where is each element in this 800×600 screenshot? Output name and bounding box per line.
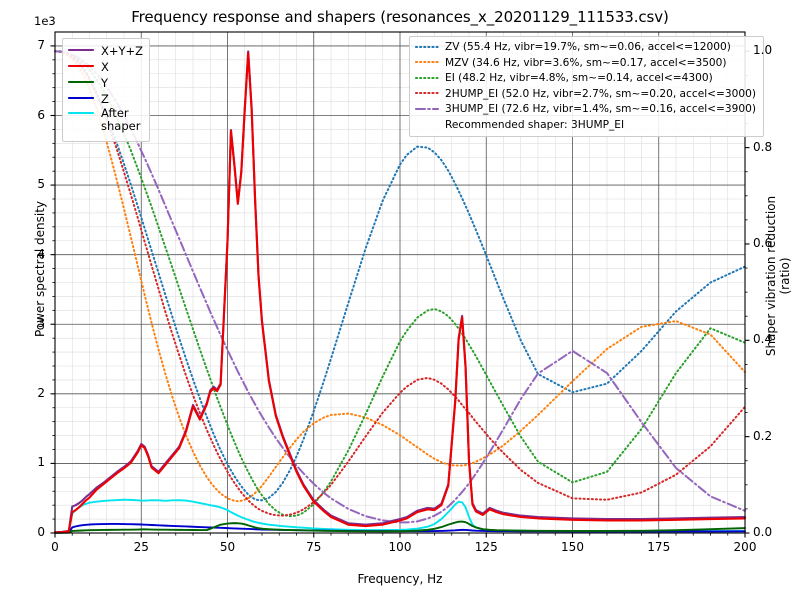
- xtick-label: 150: [561, 540, 584, 554]
- legend-item-label: X: [101, 59, 109, 74]
- xtick-label: 100: [388, 540, 412, 554]
- ytick-label-left: 5: [37, 177, 45, 192]
- legend-item-label: 2HUMP_EI (52.0 Hz, vibr=2.7%, sm~=0.20, …: [445, 87, 756, 100]
- legend-line-swatch: [68, 44, 94, 58]
- legend-item-after-shaper[interactable]: After shaper: [68, 107, 143, 137]
- ytick-label-right: 0.8: [753, 139, 773, 154]
- series-line-x: [53, 51, 747, 534]
- ytick-label-right: 0.6: [753, 235, 773, 250]
- ytick-label-left: 2: [37, 385, 45, 400]
- legend-item-x[interactable]: X: [68, 59, 143, 75]
- ytick-label-left: 4: [37, 246, 45, 261]
- legend-line-swatch: [415, 103, 439, 117]
- series-line-y: [54, 520, 746, 534]
- xtick-label: 0: [51, 540, 59, 554]
- ytick-label-left: 3: [37, 316, 45, 331]
- legend-shapers: ZV (55.4 Hz, vibr=19.7%, sm~=0.06, accel…: [409, 36, 764, 137]
- legend-item-x-y-z[interactable]: X+Y+Z: [68, 43, 143, 59]
- ytick-label-left: 7: [37, 37, 45, 52]
- series-line-zv: [54, 50, 746, 502]
- x-axis-label: Frequency, Hz: [357, 572, 443, 586]
- legend-line-swatch: [68, 60, 94, 74]
- series-line-mzv: [54, 50, 746, 503]
- legend-item-label: MZV (34.6 Hz, vibr=3.6%, sm~=0.17, accel…: [445, 56, 727, 69]
- series-line-after-shaper: [54, 498, 746, 534]
- y-axis-exponent-label: 1e3: [34, 14, 56, 28]
- legend-line-swatch: [68, 107, 94, 121]
- legend-line-swatch: [415, 87, 439, 101]
- legend-item-ei[interactable]: EI (48.2 Hz, vibr=4.8%, sm~=0.14, accel<…: [415, 71, 756, 87]
- legend-item-label: After shaper: [101, 106, 141, 133]
- xtick-label: 75: [306, 540, 322, 554]
- series-line-2hump-ei: [54, 50, 746, 517]
- legend-item-label: ZV (55.4 Hz, vibr=19.7%, sm~=0.06, accel…: [445, 41, 731, 54]
- xtick-label: 200: [733, 540, 757, 554]
- ytick-label-left: 6: [37, 107, 45, 122]
- xtick-label: 25: [133, 540, 149, 554]
- legend-item-2hump-ei[interactable]: 2HUMP_EI (52.0 Hz, vibr=2.7%, sm~=0.20, …: [415, 87, 756, 103]
- legend-item-y[interactable]: Y: [68, 75, 143, 91]
- recommended-shaper-label: Recommended shaper: 3HUMP_EI: [445, 118, 625, 131]
- ytick-label-right: 1.0: [753, 43, 773, 58]
- legend-signals: X+Y+Z X Y Z After shaper: [62, 38, 151, 142]
- ytick-label-right: 0.2: [753, 428, 773, 443]
- xtick-label: 125: [474, 540, 498, 554]
- ytick-label-right: 0.4: [753, 332, 773, 347]
- legend-item-zv[interactable]: ZV (55.4 Hz, vibr=19.7%, sm~=0.06, accel…: [415, 40, 756, 56]
- legend-line-swatch: [68, 92, 94, 106]
- ytick-label-right: 0.0: [753, 525, 773, 539]
- recommended-shaper-note: Recommended shaper: 3HUMP_EI: [415, 118, 756, 134]
- xtick-label: 50: [219, 540, 236, 554]
- legend-item-label: 3HUMP_EI (72.6 Hz, vibr=1.4%, sm~=0.16, …: [445, 103, 756, 116]
- y-axis-label-left: Power spectral density: [33, 200, 47, 338]
- legend-item-label: Y: [101, 75, 109, 90]
- legend-line-swatch: [68, 76, 94, 90]
- legend-item-label: X+Y+Z: [101, 43, 144, 58]
- series-layer: [53, 50, 747, 534]
- legend-line-swatch: [415, 72, 439, 86]
- legend-item-mzv[interactable]: MZV (34.6 Hz, vibr=3.6%, sm~=0.17, accel…: [415, 56, 756, 72]
- series-line-z: [54, 523, 746, 534]
- legend-item-label: EI (48.2 Hz, vibr=4.8%, sm~=0.14, accel<…: [445, 72, 713, 85]
- xtick-label: 175: [647, 540, 671, 554]
- ytick-label-left: 1: [37, 455, 45, 470]
- axes-frame: [50, 31, 750, 538]
- page-title: Frequency response and shapers (resonanc…: [131, 8, 669, 26]
- legend-line-swatch: [415, 56, 439, 70]
- legend-item-3hump-ei[interactable]: 3HUMP_EI (72.6 Hz, vibr=1.4%, sm~=0.16, …: [415, 102, 756, 118]
- legend-line-swatch: [415, 41, 439, 55]
- ytick-label-left: 0: [37, 525, 45, 539]
- legend-item-z[interactable]: Z: [68, 91, 143, 107]
- legend-item-label: Z: [101, 91, 109, 106]
